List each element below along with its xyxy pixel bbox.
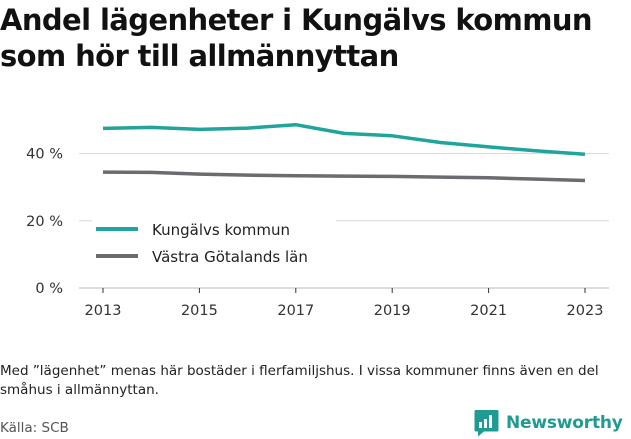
x-tick-label: 2015 (181, 303, 218, 319)
axis-labels: 0 % 20 % 40 % 2013 2015 2017 2019 2021 2023 (26, 147, 603, 319)
x-tick-label: 2019 (374, 303, 411, 319)
source-label: Källa: SCB (0, 420, 69, 436)
brand-logo: Newsworthy (474, 408, 623, 438)
line-chart: Kungälvs kommun Västra Götalands län 0 % 2… (0, 110, 631, 325)
y-tick-label: 40 % (26, 147, 63, 163)
series-line-0 (102, 122, 586, 157)
x-tick-label: 2017 (277, 303, 314, 319)
series-lines (102, 122, 586, 183)
newsworthy-logo-icon (474, 410, 499, 437)
series-line-1 (102, 170, 586, 183)
legend-label: Kungälvs kommun (152, 221, 290, 239)
chart-note: Med ”lägenhet” menas här bostäder i fler… (0, 363, 599, 398)
legend-label: Västra Götalands län (152, 248, 308, 266)
x-tick-label: 2013 (85, 303, 122, 319)
y-tick-label: 20 % (26, 214, 63, 230)
chart-canvas: Kungälvs kommun Västra Götalands län 0 % 2… (26, 122, 609, 319)
chart-title: Andel lägenheter i Kungälvs kommun som h… (0, 3, 593, 73)
x-tick-label: 2023 (567, 303, 604, 319)
brand-name: Newsworthy (506, 413, 623, 433)
legend: Kungälvs kommun Västra Götalands län (92, 216, 336, 267)
y-tick-label: 0 % (35, 281, 63, 297)
x-tick-label: 2021 (470, 303, 507, 319)
